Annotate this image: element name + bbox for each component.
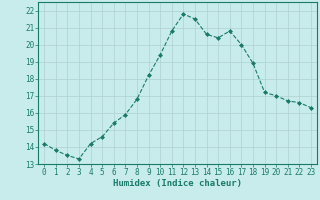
X-axis label: Humidex (Indice chaleur): Humidex (Indice chaleur) bbox=[113, 179, 242, 188]
